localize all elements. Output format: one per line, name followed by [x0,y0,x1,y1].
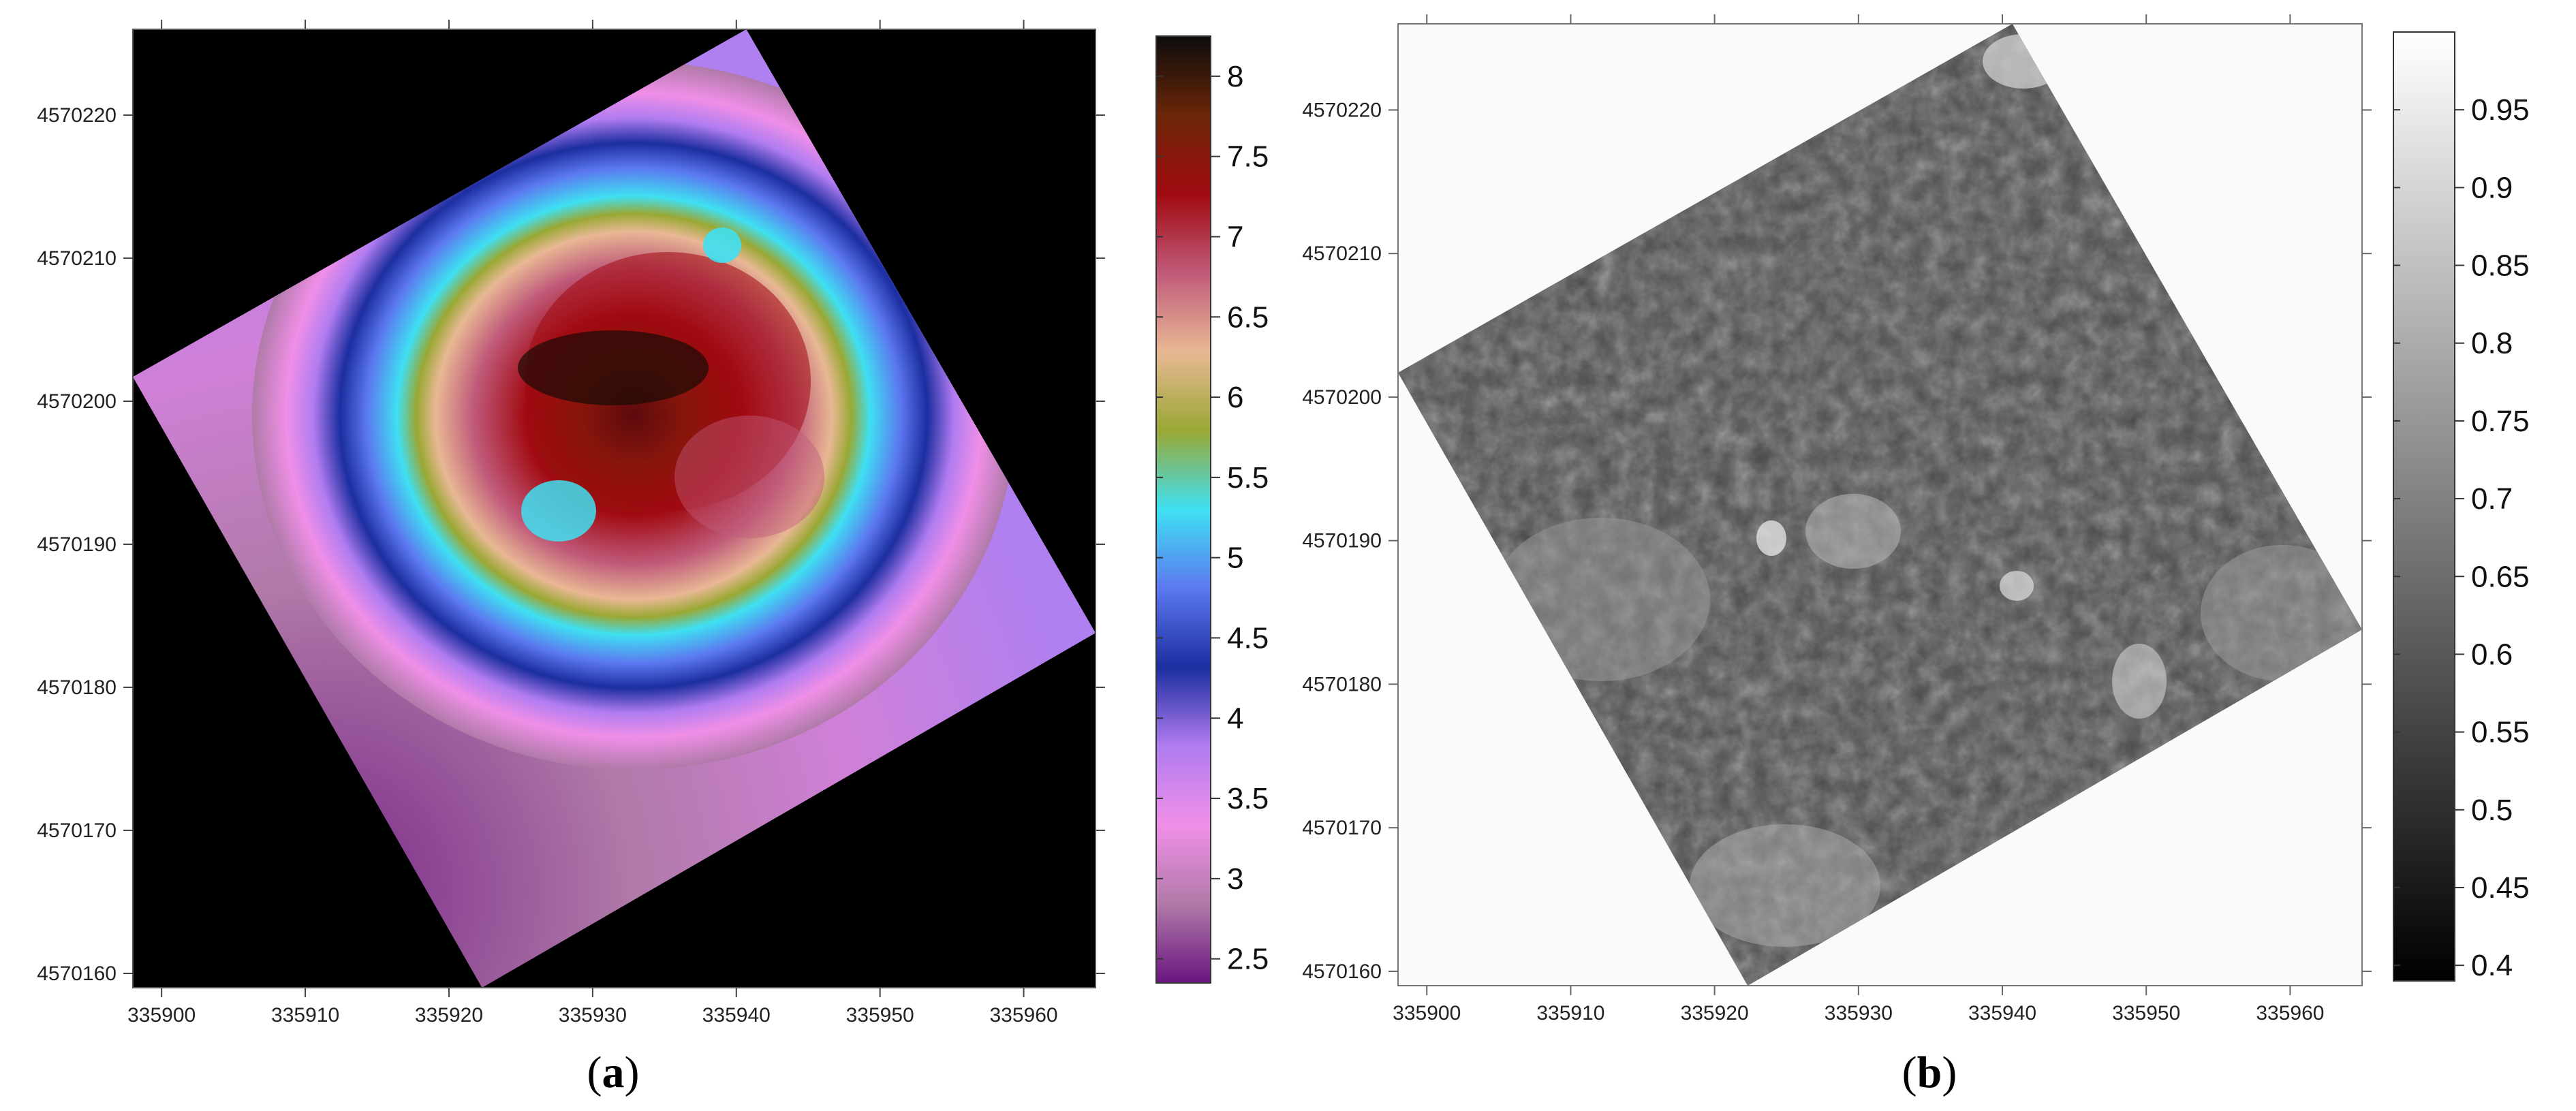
y-tick-label: 4570180 [37,676,117,699]
colorbar-tick-label: 0.6 [2471,638,2513,671]
y-tick-label: 4570200 [1302,386,1382,409]
colorbar-tick-label: 0.5 [2471,794,2513,827]
axes-a: 335900 335910 335920 335930 335940 335950 3359… [37,20,1105,1027]
colorbar-b-bar [2393,31,2455,982]
x-tick-label: 335950 [2112,1002,2180,1024]
x-tick-label: 335910 [1536,1002,1604,1024]
x-tick-label: 335920 [1681,1002,1749,1024]
y-tick-label: 4570210 [37,247,117,270]
colorbar-tick-label: 0.85 [2471,249,2530,283]
y-tick-label: 4570220 [37,104,117,127]
y-tick-label: 4570190 [37,533,117,556]
axes-b: 335900 335910 335920 335930 335940 335950 3359… [1302,14,2372,1024]
y-tick-label: 4570160 [37,963,117,985]
panel-a: 335900 335910 335920 335930 335940 335950 3359… [37,20,1269,1097]
y-tick-label: 4570170 [1302,817,1382,839]
colorbar-tick-label: 3.5 [1227,782,1269,815]
x-tick-label: 335910 [271,1004,339,1027]
colorbar-tick-label: 7 [1227,220,1243,253]
colorbar-tick-label: 0.4 [2471,949,2513,982]
panel-a-caption: (a) [587,1048,640,1097]
colorbar-tick-label: 5.5 [1227,461,1269,495]
y-tick-label: 4570160 [1302,960,1382,983]
colorbar-tick-label: 0.95 [2471,93,2530,127]
colorbar-tick-label: 6 [1227,381,1243,414]
x-tick-label: 335960 [2256,1002,2324,1024]
colorbar-tick-label: 4.5 [1227,621,1269,655]
x-tick-label: 335920 [415,1004,483,1027]
panel-b: 335900 335910 335920 335930 335940 335950 3359… [1302,14,2530,1097]
colorbar-tick-label: 0.75 [2471,405,2530,438]
y-tick-label: 4570170 [37,819,117,842]
x-tick-label: 335940 [1968,1002,2036,1024]
colorbar-tick-label: 3 [1227,862,1243,896]
y-tick-label: 4570200 [37,390,117,413]
panel-b-caption: (b) [1902,1048,1957,1097]
colorbar-tick-label: 7.5 [1227,140,1269,174]
x-tick-label: 335930 [1825,1002,1893,1024]
colorbar-tick-label: 5 [1227,542,1243,575]
colorbar-tick-label: 0.7 [2471,482,2513,516]
colorbar-a: 2.5 3 3.5 4 4.5 5 5.5 6 6.5 7 7.5 8 [1155,35,1269,984]
x-tick-label: 335930 [559,1004,627,1027]
colorbar-tick-label: 0.8 [2471,327,2513,360]
colorbar-tick-label: 0.9 [2471,171,2513,204]
x-tick-label: 335900 [1393,1002,1461,1024]
colorbar-tick-label: 0.65 [2471,560,2530,593]
x-tick-label: 335900 [127,1004,196,1027]
colorbar-a-bar [1155,35,1211,984]
y-tick-label: 4570180 [1302,673,1382,695]
colorbar-tick-label: 6.5 [1227,300,1269,334]
colorbar-tick-label: 2.5 [1227,943,1269,976]
y-tick-label: 4570210 [1302,242,1382,265]
x-tick-label: 335940 [702,1004,771,1027]
y-tick-label: 4570190 [1302,530,1382,552]
colorbar-tick-label: 0.45 [2471,871,2530,905]
x-tick-label: 335960 [989,1004,1057,1027]
colorbar-tick-label: 8 [1227,60,1243,93]
colorbar-b: 0.4 0.45 0.5 0.55 0.6 0.65 0.7 0.75 0.8 0.85 0.9 0.… [2393,31,2530,982]
colorbar-tick-label: 4 [1227,702,1243,735]
colorbar-tick-label: 0.55 [2471,716,2530,749]
y-tick-label: 4570220 [1302,99,1382,121]
x-tick-label: 335950 [846,1004,914,1027]
